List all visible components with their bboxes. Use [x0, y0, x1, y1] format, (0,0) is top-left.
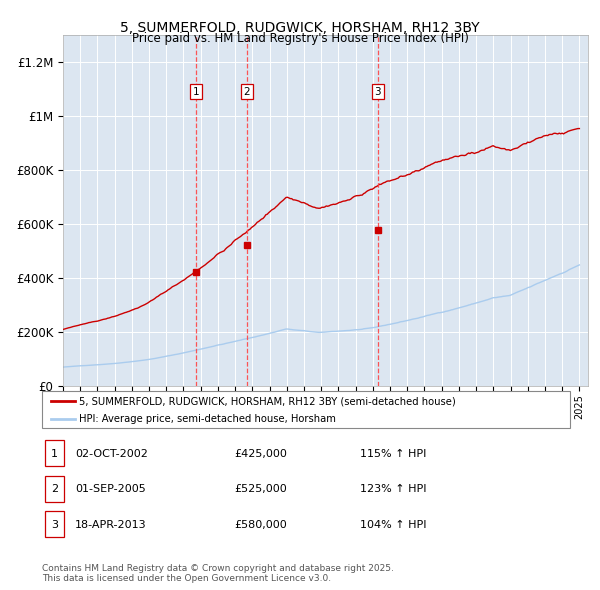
Text: 123% ↑ HPI: 123% ↑ HPI — [360, 484, 427, 494]
Text: 2: 2 — [51, 484, 58, 494]
Text: £580,000: £580,000 — [234, 520, 287, 529]
Text: 3: 3 — [374, 87, 381, 97]
Text: 3: 3 — [51, 520, 58, 529]
Text: HPI: Average price, semi-detached house, Horsham: HPI: Average price, semi-detached house,… — [79, 414, 336, 424]
Text: 115% ↑ HPI: 115% ↑ HPI — [360, 449, 427, 458]
Text: Contains HM Land Registry data © Crown copyright and database right 2025.
This d: Contains HM Land Registry data © Crown c… — [42, 563, 394, 583]
Text: 5, SUMMERFOLD, RUDGWICK, HORSHAM, RH12 3BY: 5, SUMMERFOLD, RUDGWICK, HORSHAM, RH12 3… — [120, 21, 480, 35]
Text: 1: 1 — [51, 449, 58, 458]
Text: £525,000: £525,000 — [234, 484, 287, 494]
Text: 01-SEP-2005: 01-SEP-2005 — [75, 484, 146, 494]
Text: 104% ↑ HPI: 104% ↑ HPI — [360, 520, 427, 529]
Text: 1: 1 — [193, 87, 200, 97]
Text: 5, SUMMERFOLD, RUDGWICK, HORSHAM, RH12 3BY (semi-detached house): 5, SUMMERFOLD, RUDGWICK, HORSHAM, RH12 3… — [79, 396, 456, 407]
Text: Price paid vs. HM Land Registry's House Price Index (HPI): Price paid vs. HM Land Registry's House … — [131, 32, 469, 45]
Text: 2: 2 — [244, 87, 250, 97]
Text: £425,000: £425,000 — [234, 449, 287, 458]
Text: 02-OCT-2002: 02-OCT-2002 — [75, 449, 148, 458]
Text: 18-APR-2013: 18-APR-2013 — [75, 520, 146, 529]
